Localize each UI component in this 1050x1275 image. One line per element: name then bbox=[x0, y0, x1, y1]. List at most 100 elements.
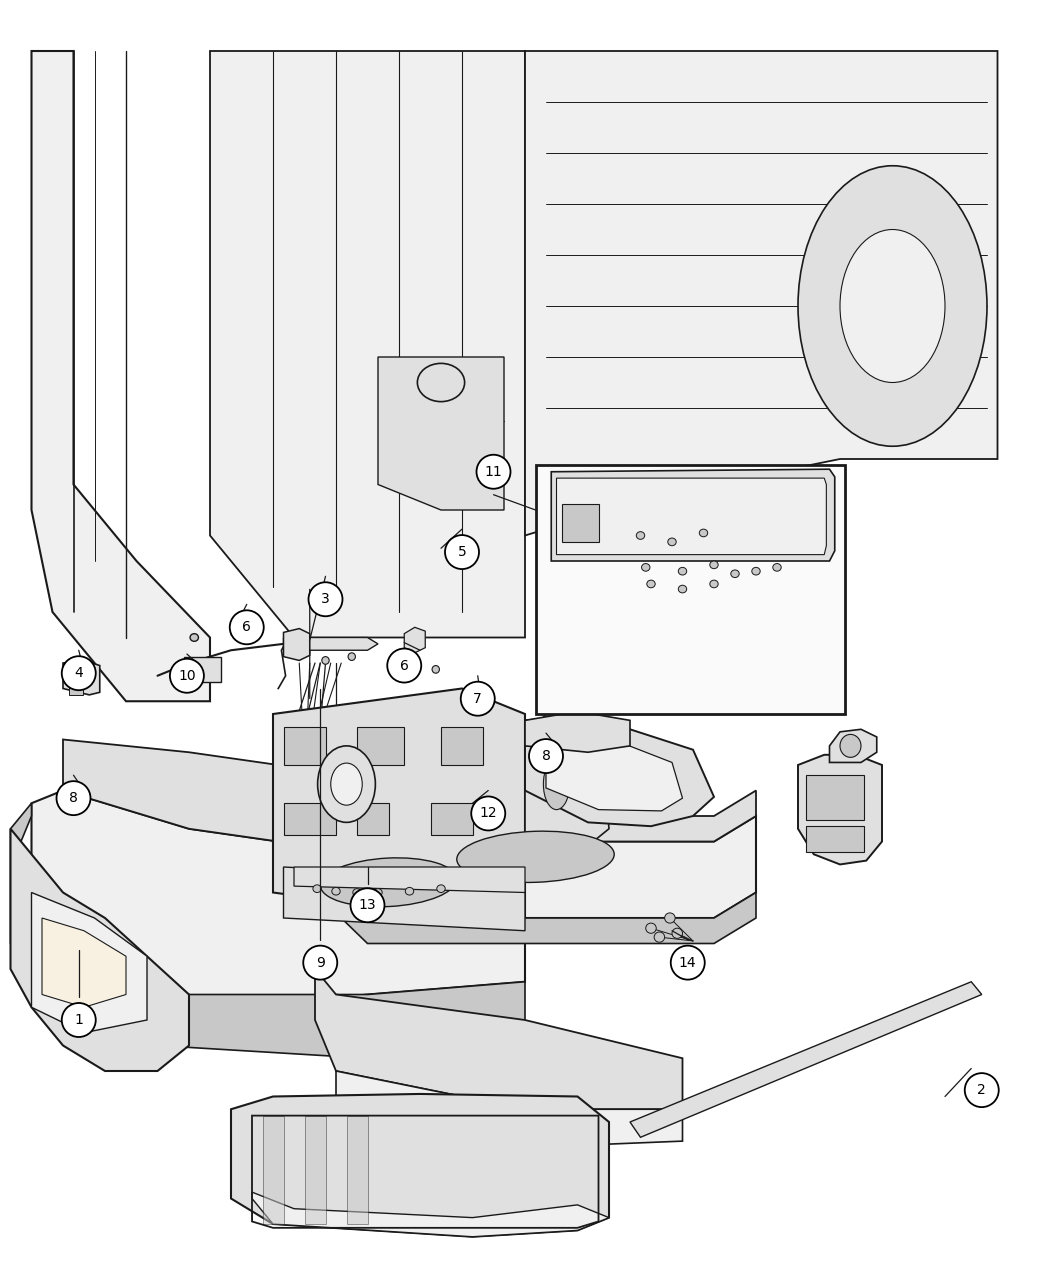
Polygon shape bbox=[252, 1192, 609, 1237]
Ellipse shape bbox=[353, 889, 361, 896]
Ellipse shape bbox=[636, 532, 645, 539]
Ellipse shape bbox=[407, 659, 416, 667]
Circle shape bbox=[62, 657, 96, 690]
Ellipse shape bbox=[320, 858, 457, 907]
Bar bbox=[284, 727, 326, 765]
Bar bbox=[284, 803, 336, 835]
Polygon shape bbox=[404, 627, 425, 653]
Polygon shape bbox=[830, 729, 877, 762]
Polygon shape bbox=[798, 755, 882, 864]
Ellipse shape bbox=[190, 634, 198, 641]
Ellipse shape bbox=[331, 762, 362, 806]
Polygon shape bbox=[630, 982, 982, 1137]
Polygon shape bbox=[63, 740, 525, 854]
Bar bbox=[357, 727, 404, 765]
Circle shape bbox=[170, 659, 204, 692]
Circle shape bbox=[529, 740, 563, 773]
Bar bbox=[536, 465, 845, 714]
Polygon shape bbox=[294, 867, 525, 892]
Circle shape bbox=[351, 889, 384, 922]
Ellipse shape bbox=[405, 887, 414, 895]
Text: 3: 3 bbox=[321, 593, 330, 606]
Text: 10: 10 bbox=[178, 669, 195, 682]
Circle shape bbox=[309, 583, 342, 616]
Polygon shape bbox=[262, 1116, 284, 1224]
Ellipse shape bbox=[668, 538, 676, 546]
Text: 13: 13 bbox=[359, 899, 376, 912]
Text: 8: 8 bbox=[542, 750, 550, 762]
Ellipse shape bbox=[332, 887, 340, 895]
Polygon shape bbox=[525, 717, 714, 826]
Text: 1: 1 bbox=[75, 1014, 83, 1026]
Bar bbox=[562, 504, 598, 542]
Circle shape bbox=[471, 797, 505, 830]
Polygon shape bbox=[304, 1116, 326, 1224]
Text: 5: 5 bbox=[458, 546, 466, 558]
Polygon shape bbox=[315, 790, 756, 918]
Ellipse shape bbox=[647, 580, 655, 588]
Polygon shape bbox=[32, 51, 210, 701]
Polygon shape bbox=[10, 829, 189, 1071]
Ellipse shape bbox=[840, 230, 945, 382]
Polygon shape bbox=[551, 469, 835, 561]
Ellipse shape bbox=[710, 561, 718, 569]
Polygon shape bbox=[284, 638, 378, 650]
Ellipse shape bbox=[317, 746, 376, 822]
Ellipse shape bbox=[752, 567, 760, 575]
Circle shape bbox=[965, 1074, 999, 1107]
Polygon shape bbox=[315, 765, 756, 842]
Circle shape bbox=[461, 682, 495, 715]
Polygon shape bbox=[284, 867, 525, 931]
Bar bbox=[806, 826, 864, 852]
Ellipse shape bbox=[678, 567, 687, 575]
Circle shape bbox=[230, 611, 264, 644]
Bar bbox=[806, 775, 864, 820]
Polygon shape bbox=[378, 357, 504, 510]
Bar bbox=[430, 803, 473, 835]
Text: 12: 12 bbox=[480, 807, 497, 820]
Polygon shape bbox=[284, 629, 310, 660]
Ellipse shape bbox=[374, 889, 382, 896]
Polygon shape bbox=[32, 892, 147, 1033]
Polygon shape bbox=[42, 918, 126, 1007]
Text: 4: 4 bbox=[75, 667, 83, 680]
Ellipse shape bbox=[840, 734, 861, 757]
Bar bbox=[69, 682, 83, 695]
Circle shape bbox=[445, 536, 479, 569]
Ellipse shape bbox=[678, 585, 687, 593]
Ellipse shape bbox=[433, 666, 439, 673]
Ellipse shape bbox=[642, 564, 650, 571]
Bar bbox=[184, 657, 220, 682]
Ellipse shape bbox=[672, 928, 682, 938]
Circle shape bbox=[477, 455, 510, 488]
Polygon shape bbox=[525, 51, 998, 536]
Ellipse shape bbox=[437, 885, 445, 892]
Text: 6: 6 bbox=[243, 621, 251, 634]
Ellipse shape bbox=[731, 570, 739, 578]
Ellipse shape bbox=[654, 932, 665, 942]
Ellipse shape bbox=[773, 564, 781, 571]
Text: 6: 6 bbox=[400, 659, 408, 672]
Ellipse shape bbox=[457, 831, 614, 882]
Polygon shape bbox=[63, 660, 100, 695]
Text: 2: 2 bbox=[978, 1084, 986, 1096]
Text: 9: 9 bbox=[316, 956, 324, 969]
Polygon shape bbox=[346, 1116, 367, 1224]
Polygon shape bbox=[546, 733, 682, 811]
Polygon shape bbox=[231, 1094, 609, 1237]
Ellipse shape bbox=[348, 653, 355, 660]
Ellipse shape bbox=[665, 913, 675, 923]
Circle shape bbox=[387, 649, 421, 682]
Circle shape bbox=[62, 1003, 96, 1037]
Circle shape bbox=[671, 946, 705, 979]
Polygon shape bbox=[336, 1071, 682, 1148]
Polygon shape bbox=[32, 790, 525, 1007]
Circle shape bbox=[303, 946, 337, 979]
Circle shape bbox=[57, 782, 90, 815]
Polygon shape bbox=[10, 803, 63, 994]
Ellipse shape bbox=[646, 923, 656, 933]
Ellipse shape bbox=[710, 580, 718, 588]
Text: 11: 11 bbox=[485, 465, 502, 478]
Text: 8: 8 bbox=[69, 792, 78, 805]
Ellipse shape bbox=[544, 759, 569, 810]
